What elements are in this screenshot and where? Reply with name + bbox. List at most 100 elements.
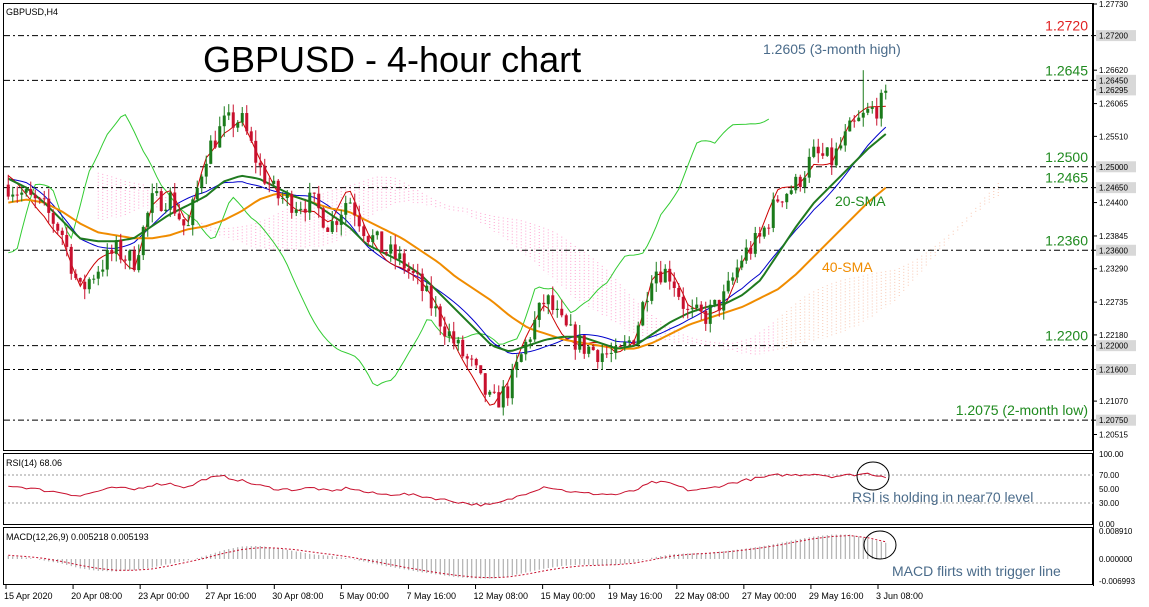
candle-body	[843, 131, 847, 146]
candle-body	[591, 346, 595, 351]
candle-body	[141, 226, 145, 256]
candle-body	[758, 233, 762, 237]
candle-body	[650, 283, 654, 301]
x-tick-label: 19 May 16:00	[608, 591, 663, 601]
candle-body	[848, 120, 852, 132]
candle-body	[276, 180, 280, 199]
candle-body	[173, 192, 177, 214]
x-tick-label: 27 May 00:00	[742, 591, 797, 601]
candle-body	[614, 346, 618, 353]
candle-body	[335, 221, 339, 225]
level-label: 1.2360	[1045, 232, 1088, 248]
candle-body	[636, 325, 640, 345]
candle-body	[191, 199, 195, 226]
candle-body	[420, 273, 424, 292]
candle-body	[708, 304, 712, 324]
candle-body	[771, 199, 775, 228]
candle-body	[78, 278, 82, 282]
candle-body	[762, 227, 766, 237]
level-label: 1.2720	[1045, 18, 1088, 34]
candle-body	[398, 253, 402, 260]
candle-body	[303, 208, 307, 213]
candle-body	[524, 341, 528, 355]
candle-body	[339, 214, 343, 225]
candle-body	[879, 92, 883, 119]
rsi-tick-label: 0.00	[1099, 520, 1115, 529]
candle-body	[470, 358, 474, 360]
candle-body	[533, 319, 537, 340]
y-tick-label: 1.20515	[1099, 430, 1128, 439]
candle-body	[735, 267, 739, 278]
candle-body	[429, 285, 433, 309]
candle-body	[825, 147, 829, 156]
candle-body	[677, 288, 681, 297]
x-tick-label: 12 May 08:00	[474, 591, 529, 601]
candle-body	[42, 198, 46, 200]
candle-body	[150, 193, 154, 213]
kijun-sen-line	[8, 126, 887, 355]
candle-body	[285, 193, 289, 199]
candle-body	[798, 176, 802, 187]
candle-body	[564, 315, 568, 326]
y-tick-label: 1.22735	[1099, 298, 1128, 307]
candle-body	[69, 246, 73, 274]
candle-body	[24, 189, 28, 193]
candle-body	[443, 326, 447, 337]
candlesticks	[6, 70, 888, 416]
candle-body	[60, 230, 64, 235]
candle-body	[474, 359, 478, 366]
candle-body	[132, 250, 136, 271]
rsi-highlight-circle	[856, 461, 890, 491]
candle-body	[668, 268, 672, 282]
candle-body	[33, 194, 37, 199]
candle-body	[299, 208, 303, 210]
candle-body	[528, 339, 532, 342]
rsi-tick-label: 30.00	[1099, 499, 1120, 508]
candle-body	[753, 233, 757, 254]
y-tick-label: 1.23845	[1099, 232, 1128, 241]
candle-body	[6, 184, 10, 197]
y-tick-label: 1.22180	[1099, 331, 1128, 340]
x-tick-label: 15 Apr 2020	[4, 591, 53, 601]
candle-body	[704, 310, 708, 324]
candle-body	[839, 145, 843, 149]
candle-body	[569, 324, 573, 326]
candle-body	[452, 331, 456, 344]
candle-body	[438, 306, 442, 327]
sma20-annotation: 20-SMA	[835, 193, 886, 209]
candle-body	[195, 187, 199, 200]
y-tick-highlight	[1096, 161, 1136, 173]
y-tick-highlight	[1096, 182, 1136, 194]
candle-body	[560, 308, 564, 316]
rsi-tick-label: 50.00	[1099, 485, 1120, 494]
rsi-panel: 100.00 70.00 50.00 30.00 0.00	[4, 450, 1124, 529]
candle-body	[240, 113, 244, 123]
candle-body	[794, 176, 798, 191]
candle-body	[605, 353, 609, 355]
candle-body	[582, 335, 586, 354]
x-tick-label: 27 Apr 16:00	[205, 591, 256, 601]
candle-body	[816, 146, 820, 154]
candle-body	[227, 112, 231, 116]
candle-body	[272, 180, 276, 184]
candle-body	[137, 255, 141, 271]
candle-body	[231, 112, 235, 128]
candle-body	[128, 250, 132, 261]
candle-body	[416, 272, 420, 274]
candle-body	[861, 112, 865, 118]
candle-body	[164, 209, 168, 211]
candle-body	[123, 259, 127, 261]
candle-body	[492, 391, 496, 393]
rsi-annotation: RSI is holding in near70 level	[852, 489, 1033, 505]
candle-body	[353, 202, 357, 216]
candle-body	[884, 90, 888, 93]
candle-body	[537, 302, 541, 320]
candle-body	[222, 115, 226, 127]
candle-body	[555, 308, 559, 311]
candle-body	[389, 244, 393, 254]
y-tick-label: 1.23600	[1099, 246, 1128, 255]
candle-body	[29, 189, 33, 195]
candle-body	[803, 177, 807, 187]
candle-body	[326, 227, 330, 232]
candle-body	[578, 335, 582, 350]
